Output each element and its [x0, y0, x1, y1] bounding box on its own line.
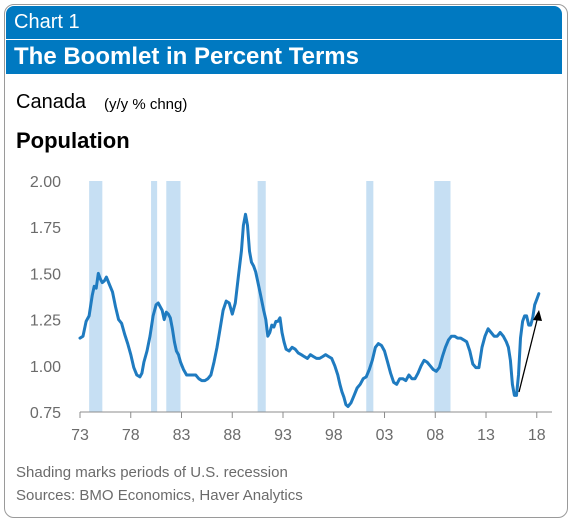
- header-band: [6, 6, 562, 74]
- population-series-line: [78, 212, 541, 408]
- x-tick-label: 18: [528, 427, 546, 444]
- x-tick-label: 93: [274, 427, 292, 444]
- x-tick-label: 83: [173, 427, 191, 444]
- recession-band-5: [366, 181, 374, 412]
- recession-band-2: [151, 181, 158, 412]
- y-tick-label: 1.75: [30, 220, 61, 237]
- x-tick-label: 88: [223, 427, 241, 444]
- x-tick-label: 08: [426, 427, 444, 444]
- chart-title: The Boomlet in Percent Terms: [14, 43, 359, 70]
- trend-arrow-head: [533, 310, 542, 321]
- recession-band-3: [166, 181, 181, 412]
- region-label: Canada: [16, 91, 87, 113]
- x-tick-label: 13: [477, 427, 495, 444]
- x-tick-label: 73: [71, 427, 89, 444]
- y-tick-label: 1.50: [30, 266, 61, 283]
- y-tick-label: 2.00: [30, 174, 61, 191]
- sources-footnote: Sources: BMO Economics, Haver Analytics: [16, 487, 303, 504]
- x-tick-label: 03: [376, 427, 394, 444]
- chart-number-label: Chart 1: [14, 11, 80, 33]
- trend-arrow-shaft: [518, 315, 539, 393]
- x-tick-label: 78: [122, 427, 140, 444]
- series-title: Population: [16, 128, 130, 153]
- y-tick-label: 1.25: [30, 313, 61, 330]
- x-tick-label: 98: [325, 427, 343, 444]
- header-divider: [6, 39, 562, 40]
- y-tick-label: 0.75: [30, 405, 61, 422]
- units-label: (y/y % chng): [104, 96, 188, 113]
- recession-band-6: [434, 181, 451, 412]
- recession-band-1: [89, 181, 103, 412]
- recession-footnote: Shading marks periods of U.S. recession: [16, 464, 288, 481]
- y-tick-label: 1.00: [30, 359, 61, 376]
